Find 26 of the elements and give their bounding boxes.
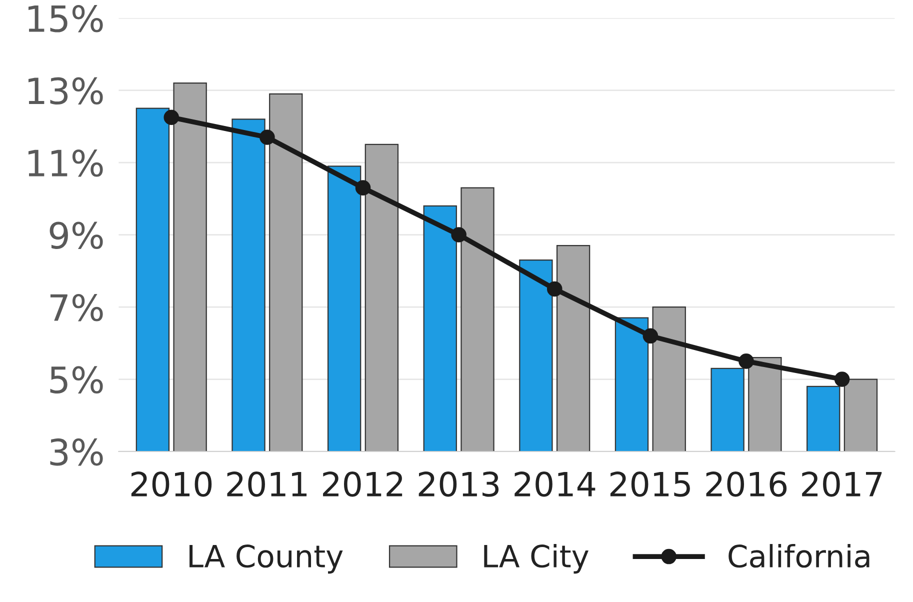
x-tick-label: 2014 [514, 472, 596, 497]
legend-label: LA County [190, 544, 343, 574]
x-tick-label: 2016 [706, 472, 787, 497]
point [260, 130, 275, 145]
point [164, 110, 180, 126]
y-tick-label: 7% [50, 294, 103, 322]
legend-label: California [728, 544, 870, 568]
y-tick-label: 3% [50, 438, 103, 466]
x-tick-label: 2011 [227, 472, 307, 497]
y-tick-label: 15% [28, 4, 103, 32]
x-tick-label: 2012 [323, 472, 402, 497]
x-tick-label: 2013 [418, 472, 499, 497]
y-tick-label: 11% [28, 149, 103, 177]
point [355, 180, 371, 196]
y-tick-label: 9% [50, 222, 103, 250]
x-tick-label: 2015 [610, 472, 690, 497]
x-tick-label: 2017 [802, 472, 882, 497]
point [834, 372, 850, 387]
legend-label: LA City [484, 544, 588, 574]
x-tick-label: 2010 [131, 472, 212, 497]
point [546, 281, 562, 297]
y-tick-label: 5% [50, 366, 103, 394]
point [738, 354, 754, 369]
y-tick-label: 13% [28, 77, 103, 105]
point [451, 227, 466, 242]
point [642, 328, 658, 344]
